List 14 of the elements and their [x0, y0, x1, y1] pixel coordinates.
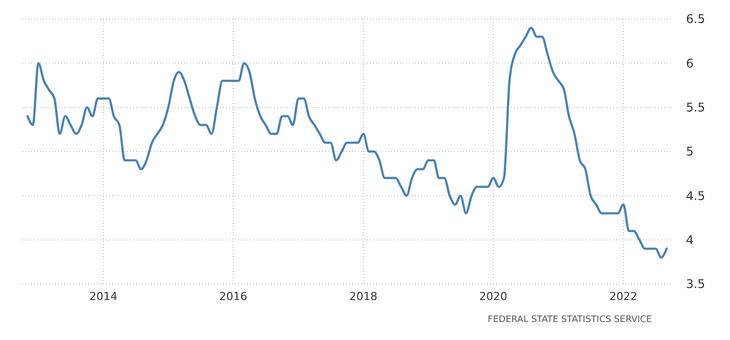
y-tick-label: 6 [686, 56, 694, 70]
y-tick-label: 3.5 [686, 277, 706, 292]
x-tick-label: 2016 [219, 290, 248, 303]
line-series [26, 26, 668, 259]
y-tick-label: 4 [686, 233, 694, 248]
y-tick-label: 5.5 [686, 100, 706, 115]
x-tick-label: 2020 [479, 290, 508, 303]
y-tick-label: 5 [686, 144, 694, 159]
x-tick-label: 2022 [609, 290, 638, 303]
x-tick-label: 2018 [349, 290, 378, 303]
y-tick-label: 4.5 [686, 188, 706, 203]
text: FEDERAL STATE STATISTICS SERVICE [488, 315, 652, 325]
x-tick-label: 2014 [89, 290, 118, 303]
y-tick-label: 6.5 [686, 12, 706, 26]
